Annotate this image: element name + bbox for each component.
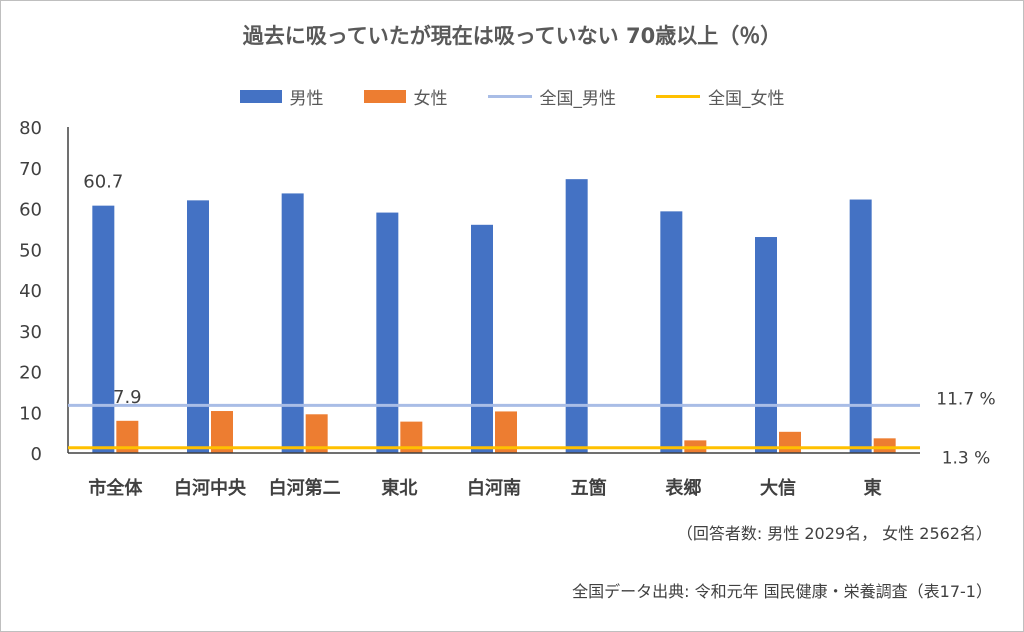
legend-item-national-female: 全国_女性	[656, 84, 785, 109]
bar-male	[376, 212, 399, 453]
legend-swatch-national-female	[656, 95, 700, 98]
x-tick-label: 大信	[760, 477, 796, 499]
source-note: 全国データ出典: 令和元年 国民健康・栄養調査（表17-1）	[572, 582, 992, 601]
national-female-label: 1.3 %	[942, 449, 991, 469]
x-tick-label: 五箇	[571, 477, 607, 499]
x-tick-label: 表郷	[665, 477, 701, 499]
respondents-note: （回答者数: 男性 2029名， 女性 2562名）	[676, 524, 992, 543]
y-tick-label: 60	[19, 200, 42, 221]
bar-male	[92, 205, 115, 453]
chart-title: 過去に吸っていたが現在は吸っていない 70歳以上（％）	[242, 24, 782, 48]
x-tick-label: 東北	[381, 477, 417, 499]
bar-male	[565, 179, 588, 453]
y-tick-label: 30	[19, 322, 42, 343]
bar-male	[281, 193, 304, 454]
bar-female	[779, 431, 801, 453]
x-tick-label: 市全体	[88, 477, 143, 499]
national-male-label: 11.7 %	[936, 389, 995, 409]
bar-female	[873, 438, 896, 453]
y-tick-label: 20	[19, 363, 42, 384]
y-tick-label: 10	[19, 403, 42, 424]
chart-legend: 男性 女性 全国_男性 全国_女性	[0, 84, 1024, 109]
legend-item-male: 男性	[239, 84, 324, 109]
legend-label-male: 男性	[289, 89, 324, 109]
legend-label-female: 女性	[413, 89, 448, 109]
x-tick-label: 白河南	[467, 477, 521, 499]
legend-swatch-national-male	[487, 95, 532, 98]
x-tick-label: 白河中央	[174, 477, 247, 499]
legend-label-national-male: 全国_男性	[539, 89, 617, 109]
y-tick-label: 70	[19, 159, 42, 180]
bar-female	[495, 411, 517, 453]
y-tick-label: 50	[19, 240, 42, 261]
legend-label-national-female: 全国_女性	[708, 89, 785, 109]
data-label-female: 7.9	[113, 387, 142, 408]
y-tick-label: 40	[19, 281, 42, 302]
x-tick-label: 白河第二	[269, 477, 341, 499]
x-tick-label: 東	[864, 477, 882, 499]
bar-female	[116, 420, 139, 453]
bar-female	[305, 414, 328, 453]
legend-item-national-male: 全国_男性	[487, 84, 617, 109]
data-label-male: 60.7	[83, 172, 123, 193]
bar-male	[187, 200, 209, 453]
bar-female	[211, 411, 233, 453]
bar-male	[660, 211, 683, 453]
y-tick-label: 80	[19, 118, 42, 139]
y-tick-label: 0	[31, 444, 42, 465]
bar-male	[849, 199, 872, 453]
bar-female	[400, 421, 423, 453]
legend-item-female: 女性	[363, 84, 448, 109]
legend-swatch-female	[363, 90, 406, 103]
legend-swatch-male	[239, 90, 282, 103]
bar-male	[755, 237, 777, 453]
bar-male	[471, 224, 493, 453]
